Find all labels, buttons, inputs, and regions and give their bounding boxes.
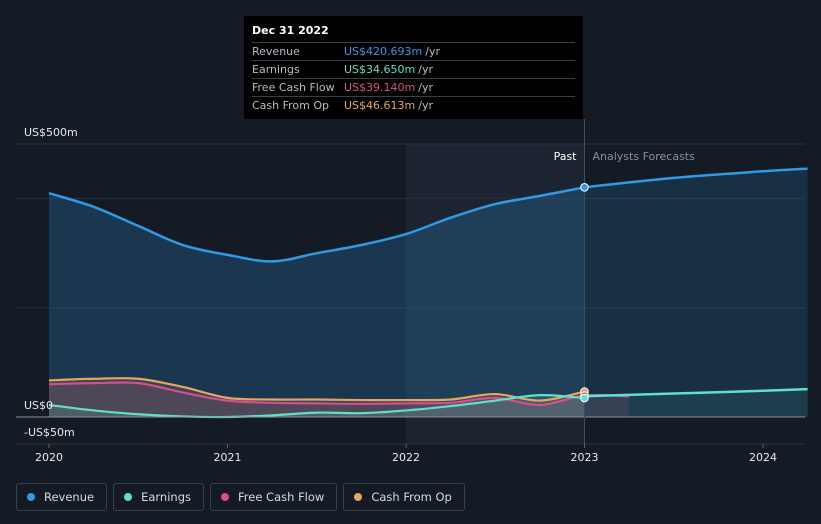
tooltip-unit: /yr bbox=[418, 63, 433, 76]
tooltip-row-free-cash-flow: Free Cash Flow US$39.140m /yr bbox=[252, 78, 575, 96]
revenue-forecast-line bbox=[584, 167, 808, 189]
free-cash-flow-dot-icon bbox=[221, 493, 229, 501]
x-tick-label: 2021 bbox=[214, 451, 242, 464]
y-label-zero: US$0 bbox=[24, 399, 53, 412]
tooltip-unit: /yr bbox=[418, 99, 433, 112]
earnings-area bbox=[49, 395, 585, 418]
legend-label: Free Cash Flow bbox=[238, 490, 325, 504]
x-tick-label: 2023 bbox=[571, 451, 599, 464]
free-cash-flow-line bbox=[48, 381, 630, 407]
earnings-line bbox=[48, 394, 585, 419]
revenue-dot-icon bbox=[27, 493, 35, 501]
tooltip-label: Earnings bbox=[252, 63, 300, 76]
x-tick-label: 2024 bbox=[749, 451, 777, 464]
y-label-bottom: -US$50m bbox=[24, 426, 75, 439]
tooltip-unit: /yr bbox=[425, 45, 440, 58]
tooltip-value: US$34.650m bbox=[344, 63, 416, 76]
x-tick-label: 2022 bbox=[392, 451, 420, 464]
legend-item-cash-from-op[interactable]: Cash From Op bbox=[343, 483, 465, 511]
forecast-label: Analysts Forecasts bbox=[593, 150, 696, 163]
revenue-area bbox=[49, 187, 585, 417]
series-markers bbox=[580, 183, 589, 403]
legend-item-earnings[interactable]: Earnings bbox=[113, 483, 204, 511]
revenue-forecast-area bbox=[584, 168, 808, 417]
tooltip-label: Revenue bbox=[252, 45, 300, 58]
cash-from-op-line bbox=[48, 377, 585, 402]
tooltip-unit: /yr bbox=[418, 81, 433, 94]
legend-label: Cash From Op bbox=[371, 490, 452, 504]
tooltip-label: Free Cash Flow bbox=[252, 81, 335, 94]
legend-item-revenue[interactable]: Revenue bbox=[16, 483, 108, 511]
y-label-top: US$500m bbox=[24, 126, 78, 139]
tooltip-row-cash-from-op: Cash From Op US$46.613m /yr bbox=[252, 96, 575, 114]
past-label: Past bbox=[554, 150, 578, 163]
gridlines bbox=[16, 143, 805, 445]
legend-label: Earnings bbox=[141, 490, 191, 504]
earnings-marker bbox=[580, 393, 589, 403]
earnings-forecast-line bbox=[584, 387, 808, 398]
legend: Revenue Earnings Free Cash Flow Cash Fro… bbox=[16, 483, 465, 511]
legend-label: Revenue bbox=[44, 490, 95, 504]
revenue-line bbox=[48, 186, 585, 263]
legend-item-free-cash-flow[interactable]: Free Cash Flow bbox=[210, 483, 338, 511]
earnings-forecast-area bbox=[584, 389, 808, 417]
tooltip-value: US$39.140m bbox=[344, 81, 416, 94]
earnings-dot-icon bbox=[124, 493, 133, 501]
tooltip-value: US$420.693m bbox=[344, 45, 423, 58]
series-lines bbox=[48, 167, 808, 419]
cash-from-op-dot-icon bbox=[354, 493, 363, 501]
tooltip-row-revenue: Revenue US$420.693m /yr bbox=[252, 42, 575, 60]
tooltip-value: US$46.613m bbox=[344, 99, 416, 112]
x-axis-ticks: 2020 2021 2022 2023 2024 bbox=[35, 444, 777, 464]
tooltip-date: Dec 31 2022 bbox=[252, 24, 329, 37]
free-cash-flow-area bbox=[49, 382, 630, 417]
tooltip: Dec 31 2022 Revenue US$420.693m /yr Earn… bbox=[244, 16, 583, 119]
revenue-marker bbox=[580, 183, 589, 192]
x-tick-label: 2020 bbox=[35, 451, 63, 464]
tooltip-label: Cash From Op bbox=[252, 99, 330, 112]
tooltip-row-earnings: Earnings US$34.650m /yr bbox=[252, 60, 575, 78]
